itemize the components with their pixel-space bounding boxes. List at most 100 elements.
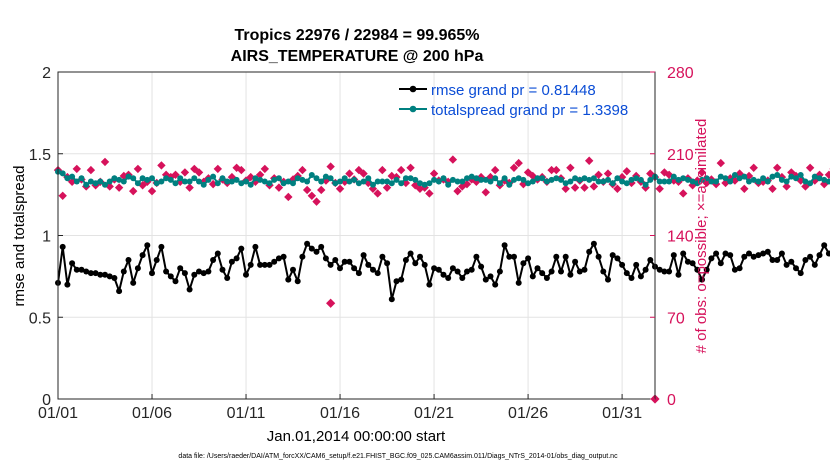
obs-point [307, 191, 317, 200]
totalspread-point [449, 176, 456, 183]
rmse-point [64, 281, 71, 288]
totalspread-point [370, 181, 376, 188]
totalspread-point [243, 178, 249, 185]
rmse-point [163, 268, 170, 275]
totalspread-point [774, 172, 781, 178]
obs-point [298, 165, 307, 175]
totalspread-point [69, 173, 76, 180]
legend: rmse grand pr = 0.81448 totalspread gran… [399, 82, 628, 119]
totalspread-point [511, 176, 517, 183]
rmse-point [370, 266, 376, 273]
obs-point [570, 183, 580, 192]
totalspread-point [120, 178, 127, 185]
rmse-point [525, 255, 532, 262]
rmse-point [539, 270, 546, 277]
totalspread-point [149, 175, 155, 182]
rmse-point [825, 250, 830, 257]
obs-point [335, 184, 345, 193]
x-tick-label: 01/06 [132, 405, 172, 422]
rmse-point [351, 265, 358, 272]
totalspread-point [529, 178, 536, 185]
totalspread-point [713, 178, 720, 185]
rmse-point [713, 250, 720, 257]
obs-point [359, 169, 368, 178]
totalspread-point [764, 178, 771, 185]
totalspread-point [290, 180, 296, 187]
totalspread-point [125, 173, 132, 180]
rmse-point [609, 252, 616, 259]
legend-rmse-label: rmse grand pr = 0.81448 [431, 82, 596, 99]
y-tick-label: 2 [42, 65, 51, 82]
rmse-point [421, 261, 428, 268]
totalspread-point [722, 175, 729, 182]
rmse-point [332, 257, 339, 263]
obs-minimum [326, 298, 336, 308]
rmse-point [515, 279, 522, 286]
rmse-point [764, 248, 771, 255]
rmse-point [280, 253, 287, 260]
totalspread-point [558, 176, 564, 183]
totalspread-point [440, 175, 447, 182]
rmse-point [642, 266, 649, 273]
y-axis-ticks: 0 0.5 1 1.5 2 [29, 65, 63, 409]
rmse-point [308, 245, 315, 252]
totalspread-point [233, 176, 240, 183]
rmse-point [365, 261, 372, 268]
rmse-point [92, 270, 99, 277]
rmse-point [464, 268, 470, 275]
obs-point [730, 176, 740, 185]
obs-point [716, 158, 726, 168]
totalspread-point [285, 178, 292, 185]
rmse-point [590, 240, 597, 247]
totalspread-point [825, 178, 830, 185]
obs-point [801, 182, 810, 191]
rmse-point [257, 261, 264, 268]
totalspread-point [811, 173, 818, 180]
rmse-point [346, 258, 353, 265]
obs-point [100, 157, 110, 167]
obs-point [213, 164, 223, 174]
rmse-point [793, 265, 799, 272]
totalspread-point [412, 176, 419, 183]
obs-point [180, 168, 190, 177]
rmse-point [106, 273, 113, 280]
rmse-point [553, 253, 560, 260]
obs-point [796, 176, 805, 185]
totalspread-point [520, 176, 527, 183]
rmse-point [69, 260, 76, 267]
totalspread-point [97, 178, 104, 185]
rmse-point [398, 276, 405, 283]
totalspread-point [398, 180, 405, 187]
totalspread-point [572, 175, 579, 182]
rmse-point [647, 257, 654, 263]
y-right-tick-label: 0 [667, 392, 676, 409]
totalspread-point [83, 181, 90, 188]
obs-point [406, 163, 415, 172]
totalspread-point [492, 175, 499, 182]
rmse-point [633, 261, 640, 268]
rmse-point [87, 270, 94, 277]
rmse-point [417, 253, 423, 260]
totalspread-point [746, 178, 752, 185]
rmse-line [57, 242, 830, 301]
totalspread-point [228, 178, 235, 185]
totalspread-point [111, 175, 118, 182]
totalspread-point [755, 178, 762, 185]
rmse-point [816, 252, 823, 259]
rmse-point [511, 253, 517, 260]
totalspread-point [699, 176, 705, 183]
rmse-point [572, 258, 579, 265]
rmse-point [731, 266, 738, 273]
rmse-point [581, 266, 588, 273]
totalspread-point [689, 178, 696, 185]
rmse-point [746, 250, 752, 257]
rmse-point [407, 250, 414, 257]
obs-point [396, 165, 406, 175]
obs-point [580, 183, 589, 192]
totalspread-point [59, 170, 66, 177]
rmse-point [807, 253, 814, 260]
rmse-point [473, 253, 480, 260]
legend-spread-label: totalspread grand pr = 1.3398 [431, 102, 628, 119]
rmse-point [172, 278, 179, 285]
rmse-point [261, 261, 268, 268]
